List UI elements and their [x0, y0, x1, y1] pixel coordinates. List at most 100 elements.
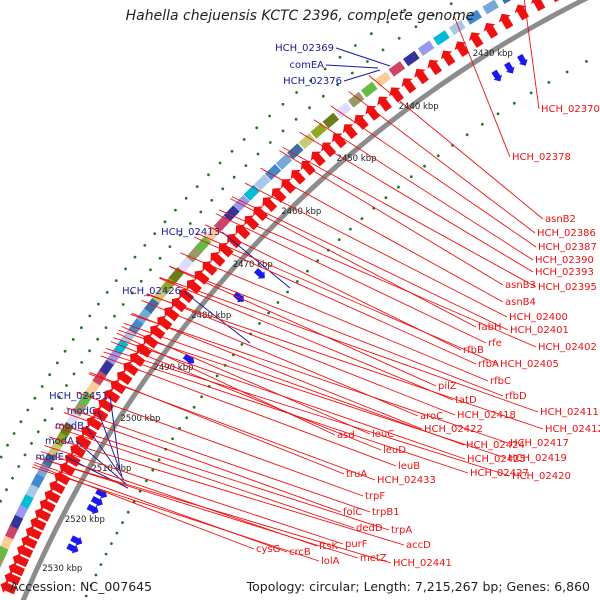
left-label-connector	[97, 410, 123, 477]
cds-block	[361, 81, 378, 98]
right-gene-label: HCH_02422	[424, 424, 483, 435]
cds-block	[0, 556, 4, 573]
gc-dot	[232, 175, 236, 179]
right-gene-label: truA	[346, 469, 367, 480]
reverse-gene-arrow	[92, 406, 109, 422]
gene-features	[0, 0, 563, 595]
reverse-gene-arrow	[483, 22, 499, 39]
gc-dot	[529, 91, 533, 95]
forward-gene-arrow	[517, 53, 528, 66]
right-gene-label: asnB3	[505, 280, 536, 291]
gc-dot	[336, 83, 339, 86]
gc-dot	[409, 175, 413, 179]
gc-dot	[143, 244, 147, 247]
reverse-gene-arrow	[30, 516, 47, 531]
right-label-connector	[118, 329, 507, 459]
cds-block	[186, 246, 203, 263]
right-gene-label: HCH_02393	[535, 267, 594, 278]
cds-block	[143, 298, 160, 315]
forward-gene-arrow	[70, 535, 83, 546]
gc-dot	[115, 531, 119, 535]
backbone-line	[20, 0, 589, 600]
gc-dot	[153, 232, 157, 236]
left-gene-label: modA	[45, 436, 74, 447]
reverse-gene-arrow	[365, 105, 381, 121]
gc-dot	[268, 114, 271, 118]
gc-dot	[5, 488, 8, 492]
reverse-gene-arrow	[12, 552, 30, 568]
tick-label: 2500 kbp	[120, 414, 160, 424]
gc-dot	[218, 161, 222, 165]
gc-dot	[207, 173, 210, 177]
reverse-gene-arrow	[414, 68, 429, 85]
left-gene-label: HCH_02426	[122, 286, 181, 297]
reverse-gene-arrow	[290, 169, 306, 185]
gc-dot	[354, 44, 357, 47]
right-gene-label: HCH_02400	[509, 312, 568, 323]
gc-dot	[585, 60, 588, 63]
gc-dot	[221, 187, 225, 191]
gc-dot	[403, 8, 407, 12]
right-gene-label: HCH_02427	[470, 468, 529, 479]
reverse-gene-arrow	[514, 4, 530, 21]
gc-dot	[121, 521, 124, 524]
gc-dot	[168, 245, 172, 249]
gc-dot	[48, 373, 52, 377]
gc-dot	[63, 349, 67, 353]
right-label-connector	[105, 347, 511, 477]
gc-dot	[19, 420, 23, 424]
right-label-connector	[313, 119, 534, 261]
tick-label: 2450 kbp	[336, 154, 376, 164]
gc-dot	[360, 217, 364, 221]
left-label-connector	[221, 231, 291, 289]
forward-gene-arrow	[232, 291, 244, 303]
gc-dot	[397, 185, 400, 189]
right-gene-label: pilZ	[438, 381, 457, 392]
cds-block	[347, 91, 365, 108]
gc-dot	[192, 405, 196, 409]
gc-dot	[121, 303, 125, 306]
cds-block	[223, 205, 240, 222]
reverse-gene-arrow	[34, 507, 52, 522]
gc-dot	[171, 437, 175, 441]
reverse-gene-arrow	[0, 580, 17, 595]
right-label-connector	[33, 464, 255, 550]
right-label-connector	[194, 236, 477, 365]
gc-dot	[105, 291, 109, 294]
genome-summary-text: Topology: circular; Length: 7,215,267 bp…	[246, 579, 590, 594]
gc-dot	[565, 70, 569, 74]
right-gene-label: asnB2	[545, 214, 576, 225]
right-gene-label: trpF	[365, 491, 385, 502]
right-gene-label: HCH_02417	[510, 438, 569, 449]
reverse-gene-arrow	[262, 197, 278, 212]
gc-dot	[88, 349, 91, 353]
right-label-connector	[116, 332, 336, 436]
right-label-connector	[37, 457, 359, 559]
left-gene-label: HCH_02376	[283, 76, 342, 87]
gc-dot	[414, 25, 418, 29]
gc-dot	[50, 407, 54, 410]
gc-dot	[84, 594, 88, 598]
right-label-connector	[113, 337, 466, 460]
gc-dot	[124, 267, 127, 271]
right-label-connector	[89, 371, 345, 475]
gc-dot	[99, 563, 103, 566]
gc-dot	[80, 326, 83, 330]
cds-block	[335, 102, 352, 119]
gc-dot	[308, 106, 311, 110]
reverse-gene-arrow	[210, 251, 226, 267]
right-gene-label: asnB4	[505, 297, 536, 308]
map-title: Hahella chejuensis KCTC 2396, complete g…	[125, 8, 475, 24]
cds-block	[310, 122, 327, 139]
right-label-connector	[131, 312, 423, 430]
right-label-connector	[168, 265, 437, 387]
right-gene-label: trpA	[391, 525, 412, 536]
reverse-gene-arrow	[331, 133, 347, 149]
reverse-gene-arrow	[498, 13, 514, 30]
right-label-connector	[146, 293, 544, 430]
accession-text: Accession: NC_007645	[10, 579, 153, 594]
forward-gene-arrow	[504, 61, 515, 74]
cds-block	[195, 236, 212, 253]
right-gene-label: HCH_02370	[541, 104, 600, 115]
right-gene-label: ftsK	[319, 541, 338, 552]
